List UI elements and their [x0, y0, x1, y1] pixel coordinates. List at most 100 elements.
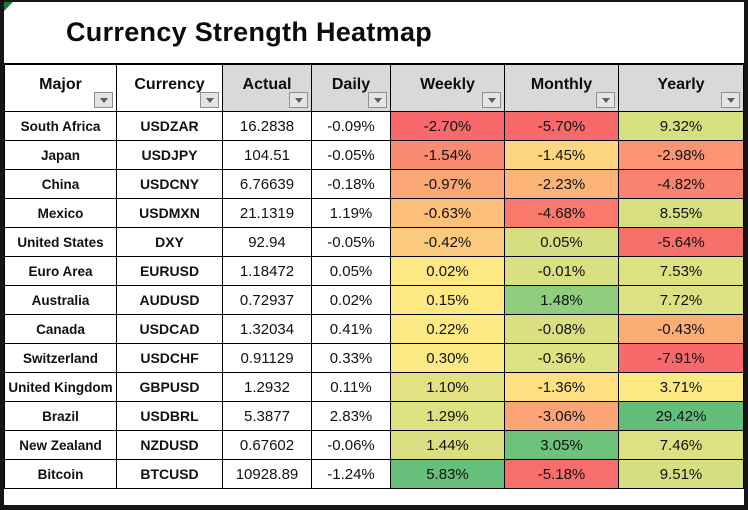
heat-cell-monthly: -0.08% [504, 314, 619, 344]
chevron-down-icon [373, 97, 382, 103]
heat-cell-yearly: 3.71% [618, 372, 744, 402]
cell-actual: 0.72937 [222, 285, 312, 315]
heat-cell-yearly: 7.72% [618, 285, 744, 315]
heat-cell-weekly: -0.97% [390, 169, 505, 199]
heat-cell-weekly: 1.29% [390, 401, 505, 431]
cell-daily: 0.11% [311, 372, 391, 402]
cell-actual: 1.18472 [222, 256, 312, 286]
heat-cell-weekly: 0.22% [390, 314, 505, 344]
heat-cell-weekly: -2.70% [390, 111, 505, 141]
heat-cell-yearly: 7.53% [618, 256, 744, 286]
column-header-daily: Daily [311, 64, 391, 112]
table-row: Mexico USDMXN 21.1319 1.19% -0.63% -4.68% 8.55… [4, 198, 744, 228]
cell-daily: 0.33% [311, 343, 391, 373]
title-bar: Currency Strength Heatmap [4, 2, 744, 64]
filter-dropdown-button-yearly[interactable] [721, 92, 740, 108]
filter-dropdown-button-monthly[interactable] [596, 92, 615, 108]
cell-currency: GBPUSD [116, 372, 223, 402]
filter-dropdown-button-actual[interactable] [289, 92, 308, 108]
filter-dropdown-button-daily[interactable] [368, 92, 387, 108]
heat-cell-monthly: -2.23% [504, 169, 619, 199]
table-row: Switzerland USDCHF 0.91129 0.33% 0.30% -0.36%… [4, 343, 744, 373]
cell-major: China [4, 169, 117, 199]
chevron-down-icon [294, 97, 303, 103]
column-header-label: Daily [331, 76, 371, 93]
cell-actual: 0.91129 [222, 343, 312, 373]
cell-major: Switzerland [4, 343, 117, 373]
cell-daily: -0.18% [311, 169, 391, 199]
table-row: Euro Area EURUSD 1.18472 0.05% 0.02% -0.01% 7.… [4, 256, 744, 286]
heat-cell-weekly: 0.30% [390, 343, 505, 373]
heat-cell-yearly: -5.64% [618, 227, 744, 257]
column-header-currency: Currency [116, 64, 223, 112]
cell-major: Brazil [4, 401, 117, 431]
filter-dropdown-button-currency[interactable] [200, 92, 219, 108]
heat-cell-monthly: 3.05% [504, 430, 619, 460]
column-header-label: Monthly [530, 76, 593, 93]
column-header-label: Currency [134, 76, 205, 93]
column-header-major: Major [4, 64, 117, 112]
cell-daily: 0.41% [311, 314, 391, 344]
page-title: Currency Strength Heatmap [66, 17, 433, 47]
cell-major: Bitcoin [4, 459, 117, 489]
heat-cell-weekly: -0.42% [390, 227, 505, 257]
chevron-down-icon [487, 97, 496, 103]
cell-actual: 0.67602 [222, 430, 312, 460]
table-row: United States DXY 92.94 -0.05% -0.42% 0.05% -5… [4, 227, 744, 257]
column-header-label: Actual [242, 76, 292, 93]
heat-cell-yearly: 7.46% [618, 430, 744, 460]
heat-cell-yearly: -7.91% [618, 343, 744, 373]
heat-cell-yearly: -2.98% [618, 140, 744, 170]
cell-daily: 1.19% [311, 198, 391, 228]
heat-cell-monthly: -4.68% [504, 198, 619, 228]
table-row: Bitcoin BTCUSD 10928.89 -1.24% 5.83% -5.18% 9.… [4, 459, 744, 489]
cell-daily: -0.05% [311, 140, 391, 170]
cell-daily: -1.24% [311, 459, 391, 489]
cell-major: Japan [4, 140, 117, 170]
cell-daily: 2.83% [311, 401, 391, 431]
table-row: South Africa USDZAR 16.2838 -0.09% -2.70% -5.… [4, 111, 744, 141]
table-body: South Africa USDZAR 16.2838 -0.09% -2.70% -5.… [4, 111, 744, 489]
column-header-actual: Actual [222, 64, 312, 112]
chevron-down-icon [99, 97, 108, 103]
cell-major: United Kingdom [4, 372, 117, 402]
heat-cell-yearly: 9.51% [618, 459, 744, 489]
heat-cell-monthly: -1.36% [504, 372, 619, 402]
chevron-down-icon [601, 97, 610, 103]
heat-cell-yearly: -0.43% [618, 314, 744, 344]
cell-actual: 1.32034 [222, 314, 312, 344]
cell-major: Euro Area [4, 256, 117, 286]
column-header-label: Major [39, 76, 82, 93]
heat-cell-weekly: 5.83% [390, 459, 505, 489]
chevron-down-icon [205, 97, 214, 103]
cell-currency: BTCUSD [116, 459, 223, 489]
heat-cell-weekly: -1.54% [390, 140, 505, 170]
heat-cell-yearly: -4.82% [618, 169, 744, 199]
filter-dropdown-button-major[interactable] [94, 92, 113, 108]
heat-cell-weekly: 0.02% [390, 256, 505, 286]
heat-cell-monthly: 1.48% [504, 285, 619, 315]
cell-currency: USDJPY [116, 140, 223, 170]
cell-major: South Africa [4, 111, 117, 141]
table-row: Australia AUDUSD 0.72937 0.02% 0.15% 1.48% 7.7… [4, 285, 744, 315]
cell-currency: USDMXN [116, 198, 223, 228]
table-row: United Kingdom GBPUSD 1.2932 0.11% 1.10% -1.3… [4, 372, 744, 402]
cell-actual: 104.51 [222, 140, 312, 170]
cell-actual: 10928.89 [222, 459, 312, 489]
column-header-monthly: Monthly [504, 64, 619, 112]
cell-major: Canada [4, 314, 117, 344]
cell-currency: USDCAD [116, 314, 223, 344]
cell-currency: USDCHF [116, 343, 223, 373]
heat-cell-weekly: -0.63% [390, 198, 505, 228]
cell-currency: EURUSD [116, 256, 223, 286]
column-header-yearly: Yearly [618, 64, 744, 112]
heat-cell-weekly: 0.15% [390, 285, 505, 315]
cell-major: Mexico [4, 198, 117, 228]
heat-cell-monthly: -0.01% [504, 256, 619, 286]
filter-dropdown-button-weekly[interactable] [482, 92, 501, 108]
heat-cell-monthly: -5.70% [504, 111, 619, 141]
cell-daily: -0.06% [311, 430, 391, 460]
table-row: New Zealand NZDUSD 0.67602 -0.06% 1.44% 3.05%… [4, 430, 744, 460]
cell-daily: 0.02% [311, 285, 391, 315]
column-header-weekly: Weekly [390, 64, 505, 112]
